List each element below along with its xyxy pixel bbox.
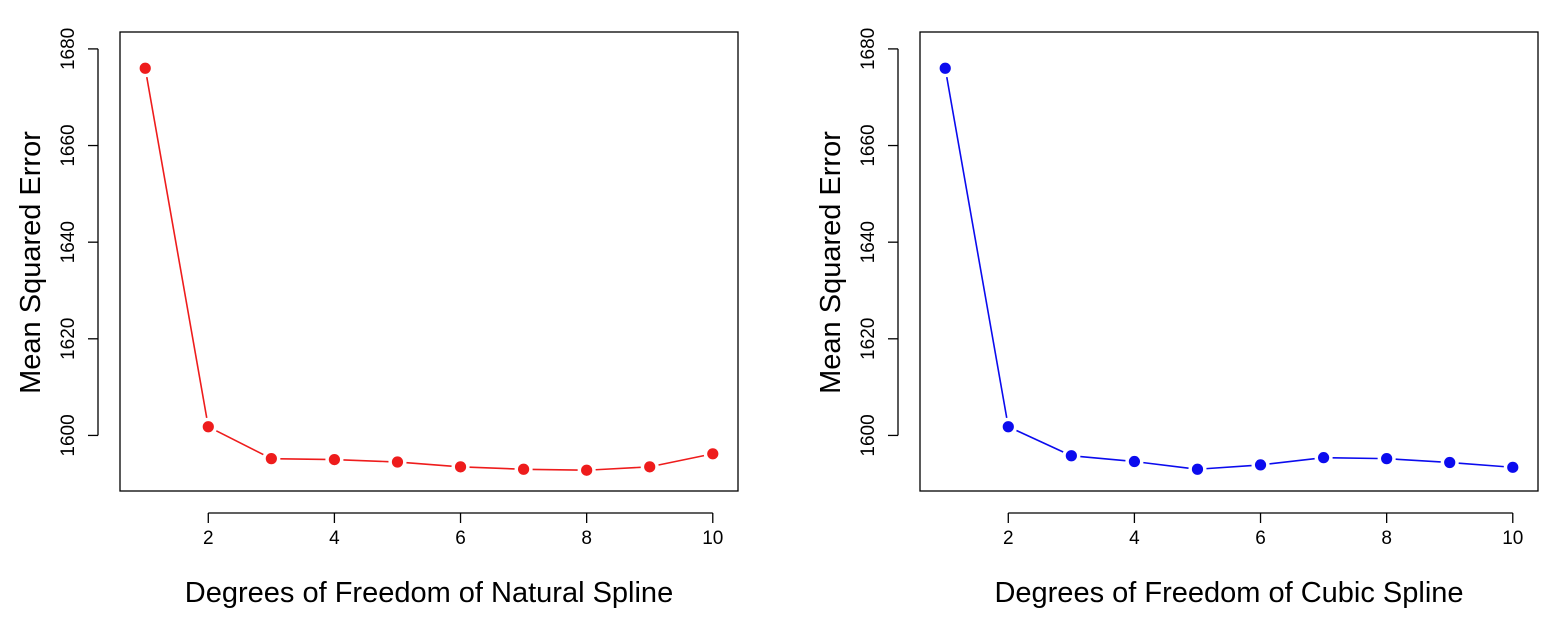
cubic-spline-panel: 2 4 6 8 10 1600 1620 1640 1660 1680 Degrees of Fre… [815, 28, 1539, 609]
data-point-cubic-2 [1002, 421, 1014, 433]
data-point-cubic-4 [1128, 455, 1141, 468]
data-point-cubic-7 [1317, 452, 1330, 464]
x-axis-title: Degrees of Freedom of Cubic Spline [994, 577, 1463, 609]
x-tick-label: 8 [1381, 528, 1392, 549]
y-tick-label: 1640 [58, 221, 79, 263]
y-axis-title: Mean Squared Error [815, 131, 847, 394]
data-point-natural-1 [139, 62, 151, 74]
x-tick-label: 4 [1129, 528, 1140, 549]
data-point-natural-8 [581, 464, 593, 476]
series-line-segment [1143, 461, 1189, 469]
series-line-segment [1458, 462, 1504, 468]
x-tick-label: 6 [455, 528, 466, 549]
data-point-natural-4 [328, 453, 341, 466]
x-tick-label: 8 [581, 528, 592, 549]
x-tick-label: 6 [1255, 528, 1266, 549]
plot-frame [919, 31, 1539, 492]
data-point-natural-10 [707, 448, 719, 460]
series-line-segment [532, 468, 578, 471]
y-tick-label: 1600 [58, 414, 79, 456]
natural-spline-panel: 2 4 6 8 10 1600 1620 1640 1660 1680 Degrees of Fre… [15, 28, 739, 609]
series-line-segment [1395, 458, 1441, 463]
series-line-segment [1332, 457, 1378, 460]
x-tick-label: 10 [702, 528, 723, 549]
data-point-cubic-3 [1065, 450, 1077, 462]
series-line-segment [1269, 457, 1315, 465]
data-point-natural-3 [265, 453, 277, 465]
x-tick-label: 2 [1003, 528, 1014, 549]
data-point-natural-5 [391, 456, 404, 468]
series-line-segment [406, 461, 452, 467]
series-line-segment [343, 459, 389, 463]
data-point-natural-6 [454, 461, 467, 473]
data-point-natural-9 [644, 461, 656, 473]
series-line-segment [280, 457, 326, 461]
y-tick-label: 1680 [58, 28, 79, 70]
y-tick-label: 1640 [858, 221, 879, 263]
series-line-segment [658, 454, 705, 466]
data-point-cubic-8 [1381, 453, 1393, 465]
x-tick-label: 10 [1502, 528, 1523, 549]
series-line-segment [1206, 464, 1252, 470]
y-tick-label: 1660 [858, 124, 879, 166]
series-line-segment [469, 466, 515, 470]
y-tick-label: 1620 [58, 318, 79, 360]
y-axis-title: Mean Squared Error [15, 131, 47, 394]
series-line-segment [595, 466, 641, 471]
data-point-cubic-9 [1444, 456, 1456, 469]
data-point-natural-7 [517, 463, 530, 475]
data-point-cubic-1 [939, 62, 951, 74]
x-tick-label: 2 [203, 528, 214, 549]
data-point-cubic-10 [1507, 461, 1519, 473]
x-axis-title: Degrees of Freedom of Natural Spline [185, 577, 673, 609]
y-tick-label: 1620 [858, 318, 879, 360]
y-tick-label: 1600 [858, 414, 879, 456]
series-line-segment [1080, 455, 1126, 462]
series-line-segment [1016, 429, 1064, 453]
data-point-cubic-6 [1254, 459, 1267, 471]
y-tick-label: 1680 [858, 28, 879, 70]
series-line-segment [945, 76, 1008, 419]
x-tick-label: 4 [329, 528, 340, 549]
data-point-natural-2 [202, 421, 214, 433]
data-point-cubic-5 [1191, 463, 1204, 475]
series-line-segment [215, 430, 264, 456]
series-line-segment [145, 76, 208, 419]
plot-frame [119, 31, 739, 492]
y-tick-label: 1660 [58, 124, 79, 166]
